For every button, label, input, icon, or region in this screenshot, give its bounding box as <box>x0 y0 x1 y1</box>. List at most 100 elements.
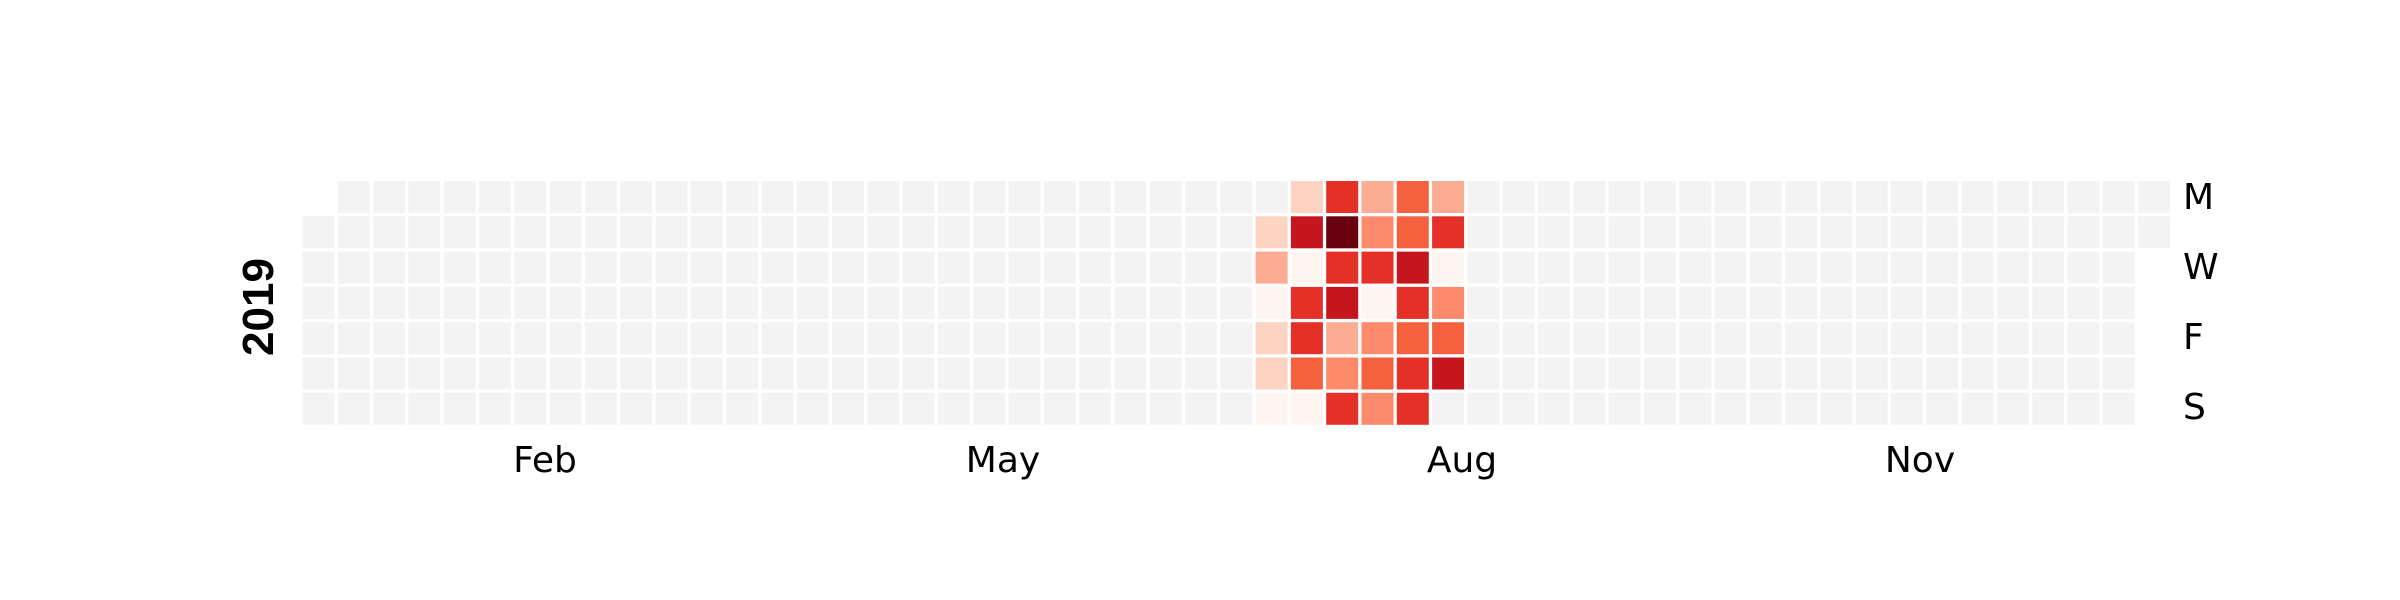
heatmap-cell-active <box>1396 251 1429 284</box>
heatmap-cell <box>514 216 547 249</box>
heatmap-cell <box>584 251 617 284</box>
heatmap-cell <box>973 357 1006 390</box>
heatmap-cell <box>1008 286 1041 319</box>
heatmap-cell-active <box>1255 286 1288 319</box>
heatmap-cell <box>549 357 582 390</box>
heatmap-cell-active <box>1396 322 1429 355</box>
heatmap-cell-active <box>1326 251 1359 284</box>
heatmap-cell-active <box>1432 251 1465 284</box>
heatmap-cell <box>337 181 370 213</box>
heatmap-cell <box>2032 357 2065 390</box>
heatmap-cell <box>796 216 829 249</box>
heatmap-cell <box>1996 286 2029 319</box>
weekday-label-s: S <box>2183 387 2206 428</box>
heatmap-cell <box>1185 392 1217 425</box>
heatmap-cell <box>443 181 476 213</box>
heatmap-cell <box>584 357 617 390</box>
heatmap-cell-active <box>1255 216 1288 249</box>
heatmap-cell <box>337 392 370 425</box>
heatmap-cell <box>832 286 864 319</box>
heatmap-cell <box>690 181 723 213</box>
heatmap-cell <box>1891 392 1923 425</box>
heatmap-cell <box>1643 251 1676 284</box>
heatmap-cell <box>1502 357 1535 390</box>
heatmap-cell <box>1961 286 1994 319</box>
heatmap-cell <box>1679 286 1712 319</box>
heatmap-cell <box>867 286 900 319</box>
heatmap-cell <box>1114 181 1147 213</box>
heatmap-cell <box>620 181 653 213</box>
heatmap-cell <box>1996 251 2029 284</box>
heatmap-cell <box>302 322 335 355</box>
heatmap-cell-active <box>1432 216 1465 249</box>
heatmap-cell <box>726 357 759 390</box>
heatmap-cell <box>761 357 794 390</box>
heatmap-cell <box>1749 216 1782 249</box>
heatmap-cell <box>655 322 688 355</box>
heatmap-cell <box>1926 357 1959 390</box>
heatmap-cell <box>1643 357 1676 390</box>
heatmap-cell <box>337 286 370 319</box>
heatmap-cell <box>1608 392 1641 425</box>
heatmap-cell <box>1538 181 1570 213</box>
weekday-label-m: M <box>2183 177 2214 218</box>
heatmap-cell <box>2067 216 2100 249</box>
heatmap-cell <box>1220 251 1253 284</box>
heatmap-cell <box>1185 181 1217 213</box>
heatmap-cell <box>1538 286 1570 319</box>
weekday-labels: M W F S <box>2183 177 2219 428</box>
heatmap-cell <box>1502 216 1535 249</box>
heatmap-cell <box>1008 392 1041 425</box>
heatmap-cell <box>1855 216 1888 249</box>
heatmap-cell <box>1855 322 1888 355</box>
heatmap-cell <box>1502 251 1535 284</box>
heatmap-cell-active <box>1361 322 1394 355</box>
heatmap-cell <box>1538 357 1570 390</box>
heatmap-cell <box>2102 181 2135 213</box>
heatmap-cell-active <box>1255 357 1288 390</box>
heatmap-cell-active <box>1290 181 1323 213</box>
heatmap-cell <box>902 181 935 213</box>
heatmap-cell <box>690 216 723 249</box>
heatmap-cell <box>373 286 406 319</box>
heatmap-cell <box>1926 392 1959 425</box>
heatmap-cell <box>1608 251 1641 284</box>
heatmap-cell-active <box>1255 392 1288 425</box>
heatmap-cell <box>1820 216 1853 249</box>
weekday-label-f: F <box>2183 317 2204 358</box>
heatmap-cell <box>1008 357 1041 390</box>
heatmap-cell <box>584 216 617 249</box>
heatmap-cell <box>1891 286 1923 319</box>
heatmap-cell <box>1502 181 1535 213</box>
heatmap-cell <box>1996 322 2029 355</box>
heatmap-cell <box>2032 286 2065 319</box>
heatmap-cell <box>2032 251 2065 284</box>
heatmap-cell <box>1891 181 1923 213</box>
heatmap-cell <box>1643 216 1676 249</box>
heatmap-cell <box>1714 392 1747 425</box>
heatmap-cell <box>726 286 759 319</box>
heatmap-cell <box>302 251 335 284</box>
heatmap-cell <box>1785 216 1818 249</box>
heatmap-cell <box>337 322 370 355</box>
heatmap-cell-active <box>1290 392 1323 425</box>
heatmap-cell-active <box>1326 322 1359 355</box>
heatmap-cell <box>1467 392 1500 425</box>
heatmap-cell <box>2102 251 2135 284</box>
heatmap-cell <box>408 286 441 319</box>
heatmap-cell <box>1149 251 1182 284</box>
heatmap-cell <box>337 357 370 390</box>
heatmap-cell <box>1114 357 1147 390</box>
month-label-aug: Aug <box>1427 440 1497 481</box>
heatmap-cell <box>1785 357 1818 390</box>
heatmap-cell-active <box>1255 322 1288 355</box>
heatmap-cell <box>832 392 864 425</box>
heatmap-cell <box>1714 286 1747 319</box>
heatmap-cell <box>761 392 794 425</box>
heatmap-cell <box>1502 322 1535 355</box>
heatmap-cell <box>1749 286 1782 319</box>
heatmap-cell <box>1996 392 2029 425</box>
month-labels: Feb May Aug Nov <box>513 440 1955 481</box>
heatmap-cell <box>302 286 335 319</box>
